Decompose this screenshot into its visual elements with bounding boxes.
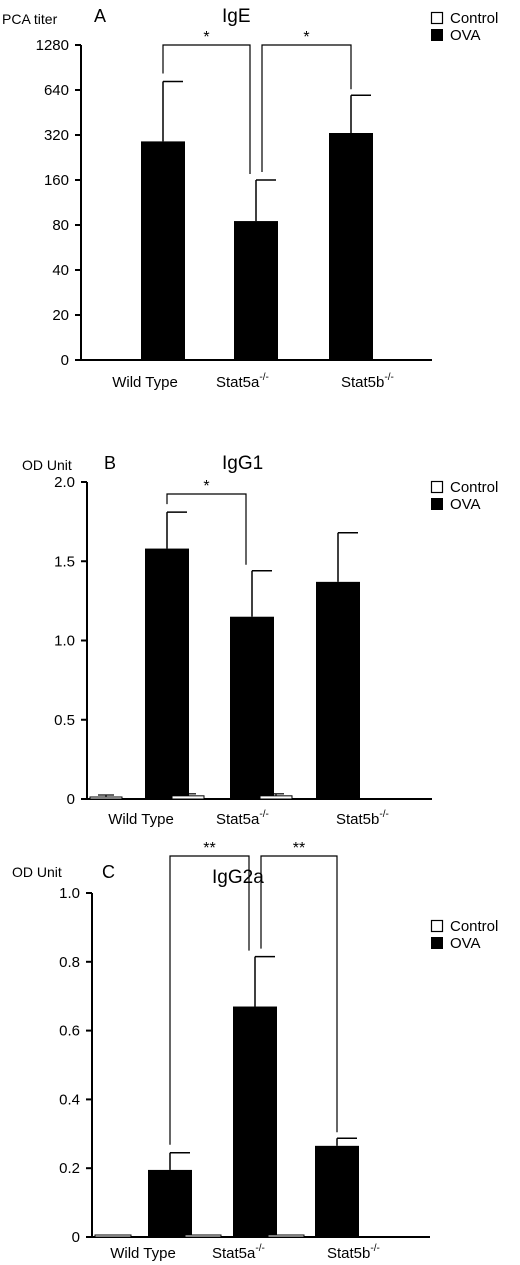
significance-label: **: [203, 840, 215, 857]
bar-ova: [234, 221, 278, 360]
panel-c-category-label: Stat5b-/-: [327, 1243, 380, 1262]
bar-control: [94, 1234, 132, 1238]
significance-bracket: [162, 44, 251, 174]
panel-b-legend: Control OVA: [430, 479, 498, 513]
panel-c-title: IgG2a: [212, 867, 264, 888]
significance-bracket: [169, 855, 250, 1145]
bar-control: [171, 795, 205, 800]
significance-label: **: [293, 840, 305, 857]
panel-c-category-label: Wild Type: [110, 1245, 176, 1262]
panel-b-letter: B: [104, 453, 116, 473]
panel-a-title: IgE: [222, 6, 251, 27]
bar-control: [259, 795, 293, 800]
significance-bracket: [166, 493, 247, 565]
legend-control-swatch: [430, 480, 444, 494]
panel-a-y-axis-label: PCA titer: [2, 11, 58, 27]
y-tick-label: 0.6: [59, 1023, 80, 1040]
panel-a-category-label: Stat5b-/-: [341, 372, 394, 391]
legend-control-swatch: [430, 11, 444, 25]
panel-a-category-label: Wild Type: [112, 374, 178, 391]
panel-b-category-label: Stat5a-/-: [216, 809, 269, 828]
legend-control-label: Control: [450, 479, 498, 496]
significance-bracket: [260, 855, 338, 1133]
y-tick-label: 40: [52, 262, 69, 279]
panel-c-legend: Control OVA: [430, 918, 498, 952]
panel-c-categories: Wild Type Stat5a-/- Stat5b-/-: [110, 1243, 380, 1262]
legend-ova-swatch: [431, 498, 443, 510]
panel-b-y-ticks: 0 0.5 1.0 1.5 2.0: [54, 474, 87, 808]
significance-label: *: [203, 478, 209, 495]
y-tick-label: 0.5: [54, 712, 75, 729]
y-tick-label: 20: [52, 307, 69, 324]
bar-control: [267, 1234, 305, 1238]
bar-control: [89, 796, 123, 800]
panel-b-category-label: Stat5b-/-: [336, 809, 389, 828]
legend-ova-label: OVA: [450, 496, 481, 513]
y-tick-label: 1.0: [59, 885, 80, 902]
significance-bracket: [261, 44, 352, 172]
bar-ova: [316, 581, 360, 799]
legend-ova-swatch: [431, 937, 443, 949]
panel-b: OD Unit B IgG1 0 0.5 1.0 1.5 2.0 * Wild Type…: [22, 453, 498, 828]
y-tick-label: 0: [72, 1229, 80, 1246]
y-tick-label: 640: [44, 82, 69, 99]
bar-ova: [233, 1006, 277, 1237]
legend-ova-label: OVA: [450, 27, 481, 44]
bar-ova: [141, 141, 185, 360]
y-tick-label: 320: [44, 127, 69, 144]
y-tick-label: 0.4: [59, 1091, 80, 1108]
legend-control-label: Control: [450, 918, 498, 935]
bar-ova: [145, 548, 189, 799]
bar-ova: [329, 133, 373, 360]
y-tick-label: 80: [52, 217, 69, 234]
panel-b-category-label: Wild Type: [108, 811, 174, 828]
y-tick-label: 0: [61, 352, 69, 369]
bar-control: [184, 1234, 222, 1238]
panel-c-letter: C: [102, 862, 115, 882]
panel-c-y-ticks: 0 0.2 0.4 0.6 0.8 1.0: [59, 885, 92, 1246]
panel-a-legend: Control OVA: [430, 10, 498, 44]
panel-a-category-label: Stat5a-/-: [216, 372, 269, 391]
panel-c-bars: [94, 955, 359, 1238]
panel-c-y-axis-label: OD Unit: [12, 864, 62, 880]
panel-c-category-label: Stat5a-/-: [212, 1243, 265, 1262]
y-tick-label: 0.2: [59, 1160, 80, 1177]
y-tick-label: 160: [44, 172, 69, 189]
panel-b-categories: Wild Type Stat5a-/- Stat5b-/-: [108, 809, 389, 828]
panel-b-title: IgG1: [222, 453, 263, 474]
legend-ova-label: OVA: [450, 935, 481, 952]
y-tick-label: 1.5: [54, 553, 75, 570]
panel-a-categories: Wild Type Stat5a-/- Stat5b-/-: [112, 372, 394, 391]
legend-control-label: Control: [450, 10, 498, 27]
panel-a-y-ticks: 0 20 40 80 160 320 640 1280: [36, 37, 81, 369]
panel-b-y-axis-label: OD Unit: [22, 457, 72, 473]
panel-c: OD Unit C IgG2a 0 0.2 0.4 0.6 0.8 1.0 ** ** Wi…: [12, 840, 498, 1262]
bar-ova: [148, 1169, 192, 1237]
significance-label: *: [203, 29, 209, 46]
panel-c-significance: ** **: [169, 840, 338, 1145]
panel-b-significance: *: [166, 478, 247, 565]
panel-a-significance: * *: [162, 29, 352, 174]
legend-ova-swatch: [431, 29, 443, 41]
y-tick-label: 0.8: [59, 954, 80, 971]
panel-b-bars: [89, 511, 360, 800]
y-tick-label: 1.0: [54, 633, 75, 650]
legend-control-swatch: [430, 919, 444, 933]
y-tick-label: 2.0: [54, 474, 75, 491]
y-tick-label: 0: [67, 791, 75, 808]
y-tick-label: 1280: [36, 37, 69, 54]
bar-ova: [230, 616, 274, 799]
panel-a-bars: [141, 80, 373, 360]
bar-ova: [315, 1145, 359, 1237]
significance-label: *: [303, 29, 309, 46]
panel-a-letter: A: [94, 6, 106, 26]
